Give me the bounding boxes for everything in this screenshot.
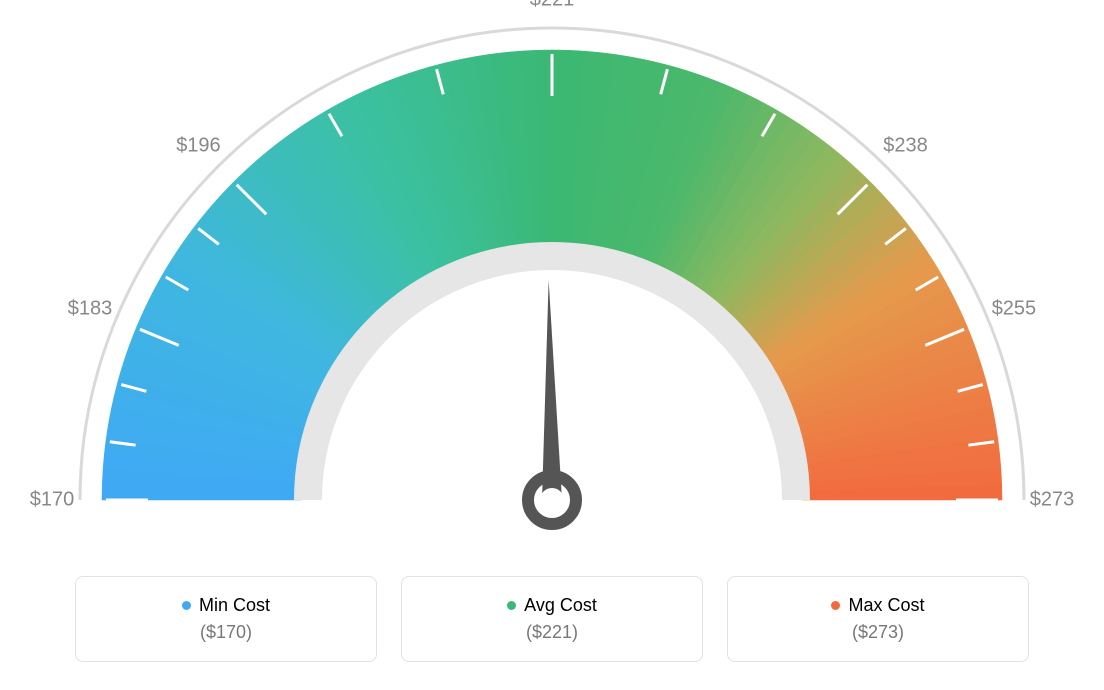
legend-title-max: Max Cost xyxy=(831,595,924,616)
legend-label-avg: Avg Cost xyxy=(524,595,597,616)
gauge-tick-label: $221 xyxy=(530,0,575,12)
legend-value-min: ($170) xyxy=(200,622,252,643)
legend-value-avg: ($221) xyxy=(526,622,578,643)
legend-label-min: Min Cost xyxy=(199,595,270,616)
gauge-tick-label: $273 xyxy=(1030,489,1075,512)
gauge-tick-label: $183 xyxy=(68,297,113,320)
legend-card-min: Min Cost ($170) xyxy=(75,576,377,662)
gauge-tick-label: $170 xyxy=(30,489,75,512)
gauge-tick-label: $196 xyxy=(176,135,221,158)
legend-row: Min Cost ($170) Avg Cost ($221) Max Cost… xyxy=(0,576,1104,662)
needle-hub-inner xyxy=(540,488,564,512)
cost-gauge-chart: $170 $183 $196 $221 $238 $255 $273 Min Cost ($… xyxy=(0,0,1104,690)
legend-card-avg: Avg Cost ($221) xyxy=(401,576,703,662)
legend-title-min: Min Cost xyxy=(182,595,270,616)
gauge-tick-label: $255 xyxy=(992,297,1037,320)
gauge-needle xyxy=(542,280,562,500)
legend-label-max: Max Cost xyxy=(848,595,924,616)
gauge-svg xyxy=(0,0,1104,560)
dot-icon xyxy=(831,601,840,610)
legend-value-max: ($273) xyxy=(852,622,904,643)
dot-icon xyxy=(507,601,516,610)
legend-title-avg: Avg Cost xyxy=(507,595,597,616)
legend-card-max: Max Cost ($273) xyxy=(727,576,1029,662)
dot-icon xyxy=(182,601,191,610)
gauge-tick-label: $238 xyxy=(883,135,928,158)
